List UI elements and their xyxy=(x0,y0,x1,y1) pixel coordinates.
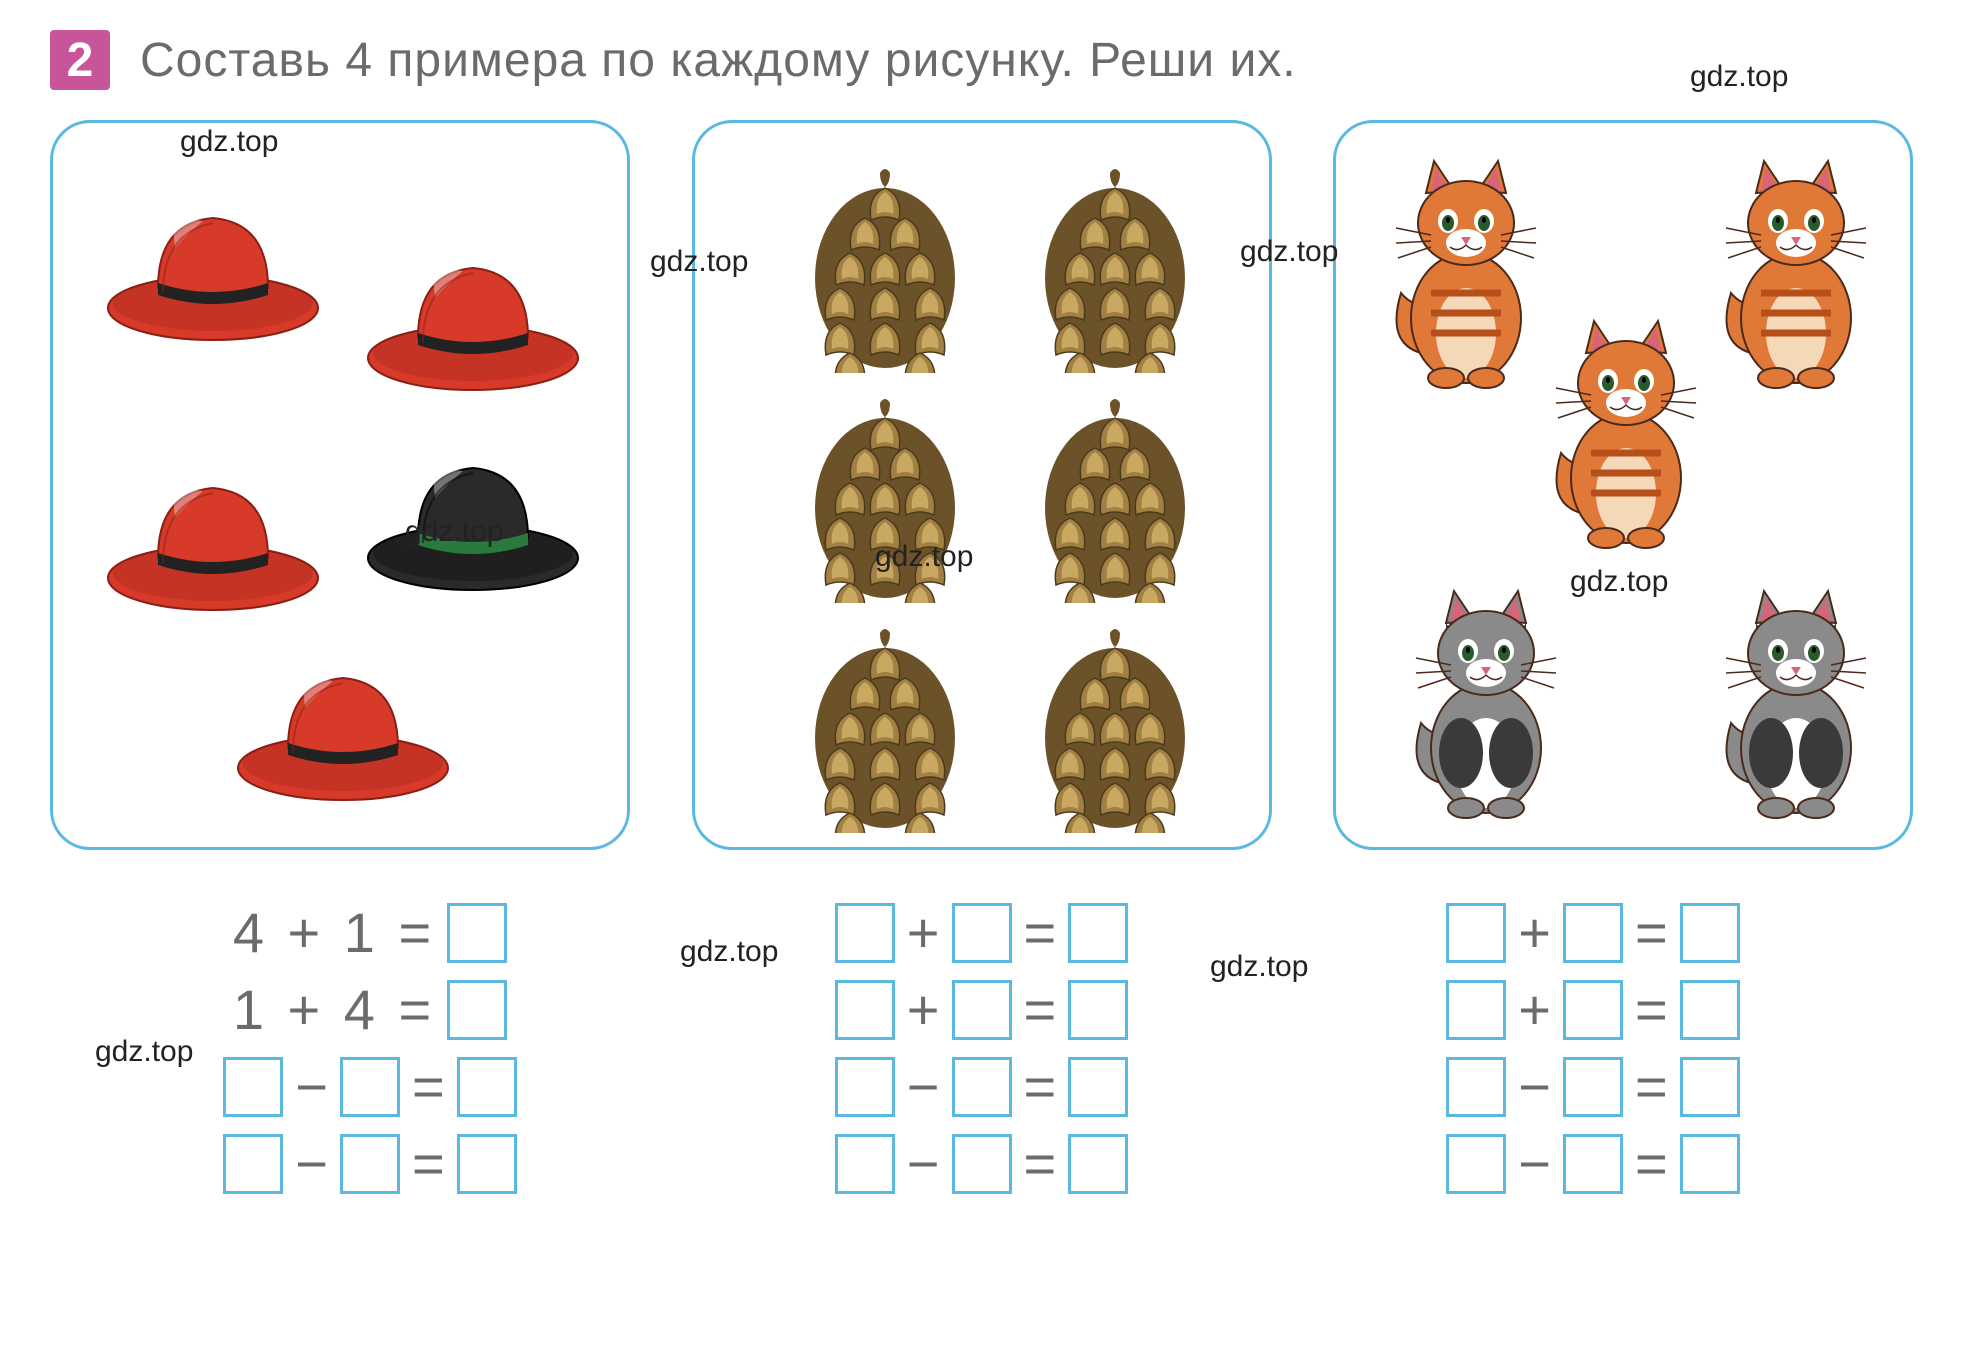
answer-box[interactable] xyxy=(1680,980,1740,1040)
operator: − xyxy=(1518,1131,1551,1196)
operator: = xyxy=(1024,1131,1057,1196)
answer-box[interactable] xyxy=(1446,1134,1506,1194)
operator: = xyxy=(1635,1054,1668,1119)
pinecone-icon xyxy=(795,393,975,603)
cat-gray-icon xyxy=(1706,583,1886,823)
answer-box[interactable] xyxy=(1068,1134,1128,1194)
answer-box[interactable] xyxy=(952,1057,1012,1117)
panel-cats xyxy=(1333,120,1913,850)
equation-row: 1 + 4 = xyxy=(233,977,507,1042)
answer-box[interactable] xyxy=(447,903,507,963)
pinecone-icon xyxy=(1025,393,1205,603)
operator: + xyxy=(907,900,940,965)
operator: − xyxy=(907,1131,940,1196)
answer-box[interactable] xyxy=(340,1057,400,1117)
answer-box[interactable] xyxy=(1563,903,1623,963)
operator: = xyxy=(1635,1131,1668,1196)
answer-box[interactable] xyxy=(1680,1134,1740,1194)
operator: = xyxy=(412,1131,445,1196)
operator: = xyxy=(1635,900,1668,965)
pinecone-icon xyxy=(1025,163,1205,373)
panel-pinecones xyxy=(692,120,1272,850)
answer-box[interactable] xyxy=(1068,980,1128,1040)
operator: − xyxy=(295,1131,328,1196)
operator: = xyxy=(1024,977,1057,1042)
answer-box[interactable] xyxy=(1446,980,1506,1040)
equation-row: −= xyxy=(223,1054,516,1119)
equation-row: += xyxy=(1446,977,1739,1042)
equation-row: += xyxy=(835,977,1128,1042)
answer-box[interactable] xyxy=(835,1134,895,1194)
answer-box[interactable] xyxy=(447,980,507,1040)
answer-box[interactable] xyxy=(340,1134,400,1194)
hat-black-icon xyxy=(363,453,583,593)
answer-box[interactable] xyxy=(952,903,1012,963)
equation-row: −= xyxy=(1446,1131,1739,1196)
cat-gray-icon xyxy=(1396,583,1576,823)
panel-hats xyxy=(50,120,630,850)
operator: = xyxy=(1024,900,1057,965)
answer-box[interactable] xyxy=(835,980,895,1040)
picture-panels xyxy=(50,120,1913,850)
answer-box[interactable] xyxy=(952,1134,1012,1194)
answer-box[interactable] xyxy=(223,1057,283,1117)
operator: = xyxy=(412,1054,445,1119)
equation-row: += xyxy=(835,900,1128,965)
hat-red-icon xyxy=(233,663,453,803)
hat-red-icon xyxy=(103,203,323,343)
cat-orange-icon xyxy=(1706,153,1886,393)
operator: + xyxy=(907,977,940,1042)
equation-row: −= xyxy=(835,1054,1128,1119)
answer-box[interactable] xyxy=(1680,903,1740,963)
equation-row: −= xyxy=(1446,1054,1739,1119)
equations-col-1: 4 + 1 =1 + 4 =−=−= xyxy=(90,900,650,1196)
operator: − xyxy=(907,1054,940,1119)
exercise-title: Составь 4 примера по каждому рисунку. Ре… xyxy=(140,33,1297,88)
answer-box[interactable] xyxy=(1446,1057,1506,1117)
equations-col-2: +=+=−=−= xyxy=(702,900,1262,1196)
answer-box[interactable] xyxy=(1068,1057,1128,1117)
exercise-number-badge: 2 xyxy=(50,30,110,90)
equation-row: −= xyxy=(835,1131,1128,1196)
equations-col-3: +=+=−=−= xyxy=(1313,900,1873,1196)
answer-box[interactable] xyxy=(835,903,895,963)
exercise-header: 2 Составь 4 примера по каждому рисунку. … xyxy=(50,30,1913,90)
operator: = xyxy=(1635,977,1668,1042)
pinecone-icon xyxy=(795,163,975,373)
pinecone-icon xyxy=(795,623,975,833)
answer-box[interactable] xyxy=(223,1134,283,1194)
operator: = xyxy=(1024,1054,1057,1119)
cat-orange-icon xyxy=(1536,313,1716,553)
answer-box[interactable] xyxy=(1068,903,1128,963)
answer-box[interactable] xyxy=(1563,980,1623,1040)
operator: + xyxy=(1518,900,1551,965)
equation-row: −= xyxy=(223,1131,516,1196)
answer-box[interactable] xyxy=(457,1057,517,1117)
operator: − xyxy=(1518,1054,1551,1119)
hat-red-icon xyxy=(363,253,583,393)
answer-box[interactable] xyxy=(1563,1134,1623,1194)
operator: − xyxy=(295,1054,328,1119)
equation-row: 4 + 1 = xyxy=(233,900,507,965)
pinecone-icon xyxy=(1025,623,1205,833)
answer-box[interactable] xyxy=(835,1057,895,1117)
equation-prefilled-text: 1 + 4 = xyxy=(233,977,435,1042)
cat-orange-icon xyxy=(1376,153,1556,393)
answer-box[interactable] xyxy=(1563,1057,1623,1117)
answer-box[interactable] xyxy=(952,980,1012,1040)
equations-area: 4 + 1 =1 + 4 =−=−= +=+=−=−= +=+=−=−= xyxy=(50,900,1913,1196)
answer-box[interactable] xyxy=(1446,903,1506,963)
answer-box[interactable] xyxy=(1680,1057,1740,1117)
equation-prefilled-text: 4 + 1 = xyxy=(233,900,435,965)
operator: + xyxy=(1518,977,1551,1042)
answer-box[interactable] xyxy=(457,1134,517,1194)
equation-row: += xyxy=(1446,900,1739,965)
hat-red-icon xyxy=(103,473,323,613)
